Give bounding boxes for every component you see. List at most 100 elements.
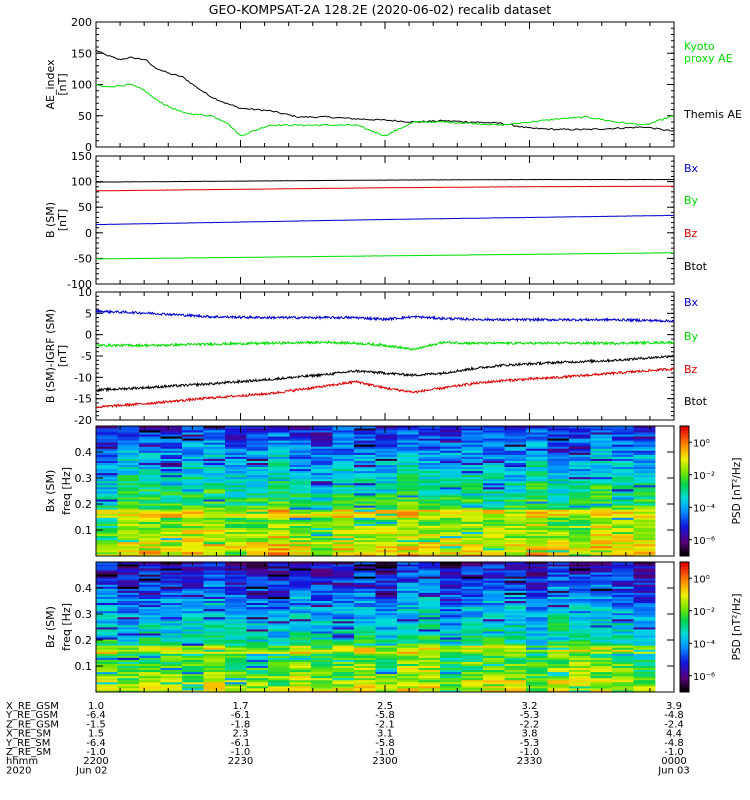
spectrogram-cell bbox=[526, 681, 548, 685]
spectrogram-cell bbox=[612, 586, 634, 589]
spectrogram-cell bbox=[96, 480, 118, 484]
spectrogram-cell bbox=[354, 533, 376, 537]
spectrogram-cell bbox=[160, 612, 183, 616]
spectrogram-cell bbox=[440, 570, 462, 573]
spectrogram-cell bbox=[182, 448, 204, 451]
spectrogram-cell bbox=[547, 438, 570, 441]
spectrogram-cell bbox=[225, 570, 247, 573]
spectrogram-cell bbox=[311, 430, 333, 433]
spectrogram-cell bbox=[96, 470, 118, 474]
y-tick-label: -10 bbox=[74, 371, 92, 384]
spectrogram-cell bbox=[268, 594, 290, 597]
spectrogram-cell bbox=[375, 604, 398, 608]
spectrogram-cell bbox=[440, 590, 462, 593]
spectrogram-cell bbox=[354, 503, 376, 506]
spectrogram-cell bbox=[590, 649, 613, 652]
spectrogram-cell bbox=[633, 448, 656, 451]
spectrogram-cell bbox=[289, 537, 312, 541]
spectrogram-cell bbox=[633, 428, 656, 431]
spectrogram-cell bbox=[311, 499, 333, 502]
spectrogram-cell bbox=[160, 578, 183, 581]
spectrogram-cell bbox=[332, 568, 355, 571]
spectrogram-cell bbox=[139, 685, 161, 689]
spectrogram-cell bbox=[182, 460, 204, 463]
spectrogram-cell bbox=[289, 683, 312, 687]
spectrogram-cell bbox=[633, 608, 656, 612]
spectrogram-cell bbox=[397, 521, 419, 524]
spectrogram-cell bbox=[526, 689, 548, 693]
spectrogram-cell bbox=[117, 497, 140, 500]
spectrogram-cell bbox=[483, 576, 505, 579]
spectrogram-cell bbox=[612, 436, 634, 439]
spectrogram-cell bbox=[203, 570, 226, 573]
spectrogram-cell bbox=[246, 645, 269, 648]
spectrogram-cell bbox=[354, 525, 376, 528]
spectrogram-cell bbox=[268, 503, 290, 506]
spectrogram-cell bbox=[289, 456, 312, 459]
spectrogram-cell bbox=[160, 582, 183, 585]
spectrogram-cell bbox=[418, 633, 441, 636]
y-tick-label: 5 bbox=[85, 307, 92, 320]
spectrogram-cell bbox=[569, 468, 591, 472]
spectrogram-cell bbox=[612, 430, 634, 433]
spectrogram-cell bbox=[289, 460, 312, 463]
spectrogram-cell bbox=[268, 509, 290, 512]
spectrogram-cell bbox=[526, 478, 548, 482]
spectrogram-cell bbox=[354, 482, 376, 486]
spectrogram-cell bbox=[160, 468, 183, 472]
spectrogram-cell bbox=[483, 456, 505, 459]
spectrogram-cell bbox=[633, 527, 656, 530]
spectrogram-cell bbox=[547, 635, 570, 638]
spectrogram-cell bbox=[117, 687, 140, 691]
spectrogram-cell bbox=[139, 661, 161, 664]
spectrogram-cell bbox=[547, 454, 570, 457]
spectrogram-cell bbox=[461, 454, 484, 457]
spectrogram-cell bbox=[160, 592, 183, 595]
spectrogram-cell bbox=[354, 442, 376, 445]
spectrogram-cell bbox=[246, 590, 269, 593]
spectrogram-cell bbox=[354, 651, 376, 654]
spectrogram-cell bbox=[612, 539, 634, 543]
spectrogram-cell bbox=[483, 503, 505, 506]
spectrogram-cell bbox=[418, 549, 441, 553]
spectrogram-cell bbox=[311, 685, 333, 689]
spectrogram-cell bbox=[225, 501, 247, 504]
spectrogram-cell bbox=[418, 604, 441, 608]
spectrogram-cell bbox=[225, 493, 247, 496]
spectrogram-cell bbox=[289, 515, 312, 518]
spectrogram-cell bbox=[139, 598, 161, 601]
spectrogram-cell bbox=[547, 627, 570, 630]
spectrogram-cell bbox=[504, 564, 527, 567]
spectrogram-cell bbox=[375, 452, 398, 455]
colorbar-cell bbox=[680, 575, 689, 578]
spectrogram-cell bbox=[182, 468, 204, 472]
spectrogram-cell bbox=[354, 614, 376, 618]
spectrogram-cell bbox=[203, 470, 226, 474]
spectrogram-cell bbox=[246, 651, 269, 654]
spectrogram-cell bbox=[96, 426, 118, 429]
spectrogram-cell bbox=[225, 590, 247, 593]
spectrogram-cell bbox=[526, 618, 548, 622]
spectrogram-cell bbox=[504, 513, 527, 516]
spectrogram-cell bbox=[332, 673, 355, 677]
spectrogram-cell bbox=[332, 562, 355, 565]
spectrogram-cell bbox=[612, 513, 634, 516]
spectrogram-cell bbox=[440, 529, 462, 533]
spectrogram-cell bbox=[612, 491, 634, 494]
spectrogram-cell bbox=[569, 432, 591, 435]
spectrogram-cell bbox=[569, 594, 591, 597]
spectrogram-cell bbox=[203, 539, 226, 543]
spectrogram-cell bbox=[354, 685, 376, 689]
spectrogram-cell bbox=[461, 584, 484, 587]
spectrogram-cell bbox=[225, 458, 247, 461]
spectrogram-cell bbox=[375, 566, 398, 569]
spectrogram-cell bbox=[526, 602, 548, 606]
spectrogram-cell bbox=[440, 535, 462, 539]
spectrogram-cell bbox=[633, 509, 656, 512]
spectrogram-cell bbox=[289, 501, 312, 504]
spectrogram-cell bbox=[182, 608, 204, 612]
spectrogram-cell bbox=[633, 602, 656, 606]
spectrogram-cell bbox=[375, 643, 398, 646]
spectrogram-cell bbox=[96, 592, 118, 595]
spectrogram-cell bbox=[246, 562, 269, 565]
